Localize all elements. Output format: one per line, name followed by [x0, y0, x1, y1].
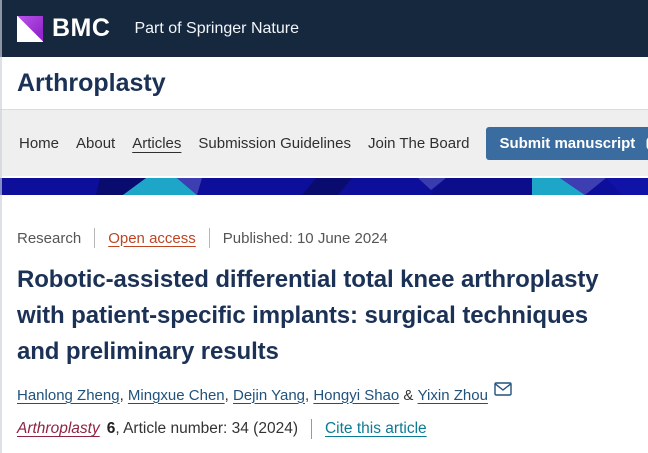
top-header-bar: BMC Part of Springer Nature — [0, 0, 648, 57]
nav-item-about[interactable]: About — [76, 134, 116, 152]
journal-title[interactable]: Arthroplasty — [17, 68, 166, 97]
citation-divider — [310, 419, 312, 439]
author-list: Hanlong Zheng, Mingxue Chen, Dejin Yang,… — [17, 382, 631, 404]
nav-item-articles[interactable]: Articles — [132, 134, 182, 152]
journal-ref-link[interactable]: Arthroplasty — [17, 420, 100, 437]
published-date: Published: 10 June 2024 — [222, 229, 388, 247]
author-link[interactable]: Dejin Yang — [233, 386, 305, 404]
article-header-section: Research Open access Published: 10 June … — [0, 195, 648, 439]
author-separator: , — [224, 386, 233, 404]
author-link[interactable]: Hanlong Zheng — [17, 386, 120, 404]
submit-manuscript-button[interactable]: Submit manuscript — [486, 126, 648, 160]
citation-row: Arthroplasty 6 , Article number: 34 (202… — [17, 419, 631, 439]
journal-nav-bar: Home About Articles Submission Guideline… — [0, 109, 648, 176]
author-separator: , — [119, 386, 128, 404]
author-separator: & — [399, 386, 418, 404]
article-number-text: , Article number: 34 (2024) — [115, 420, 298, 437]
author-separator: , — [305, 386, 314, 404]
springer-nature-tagline: Part of Springer Nature — [134, 19, 299, 37]
bmc-brand[interactable]: BMC — [17, 14, 110, 43]
article-type: Research — [17, 229, 82, 247]
submit-manuscript-label: Submit manuscript — [499, 134, 636, 152]
author-link[interactable]: Mingxue Chen — [127, 386, 225, 404]
meta-divider — [208, 228, 210, 248]
nav-item-join-the-board[interactable]: Join The Board — [367, 134, 470, 152]
nav-item-submission-guidelines[interactable]: Submission Guidelines — [198, 134, 351, 152]
open-access-link[interactable]: Open access — [108, 229, 196, 247]
cite-this-article-link[interactable]: Cite this article — [324, 420, 427, 437]
article-meta-row: Research Open access Published: 10 June … — [17, 228, 631, 248]
article-title: Robotic-assisted differential total knee… — [17, 266, 599, 365]
journal-banner-graphic — [0, 178, 648, 195]
submit-external-icon — [644, 135, 648, 152]
author-link[interactable]: Hongyi Shao — [313, 386, 400, 404]
author-link[interactable]: Yixin Zhou — [417, 386, 488, 404]
bmc-brand-text: BMC — [52, 14, 111, 42]
window-left-edge — [0, 0, 2, 453]
meta-divider — [94, 228, 96, 248]
journal-band: Arthroplasty — [0, 57, 648, 109]
nav-item-home[interactable]: Home — [19, 134, 60, 152]
email-icon[interactable] — [494, 382, 512, 400]
bmc-logo-icon — [17, 15, 43, 42]
volume-number: 6 — [106, 420, 116, 437]
